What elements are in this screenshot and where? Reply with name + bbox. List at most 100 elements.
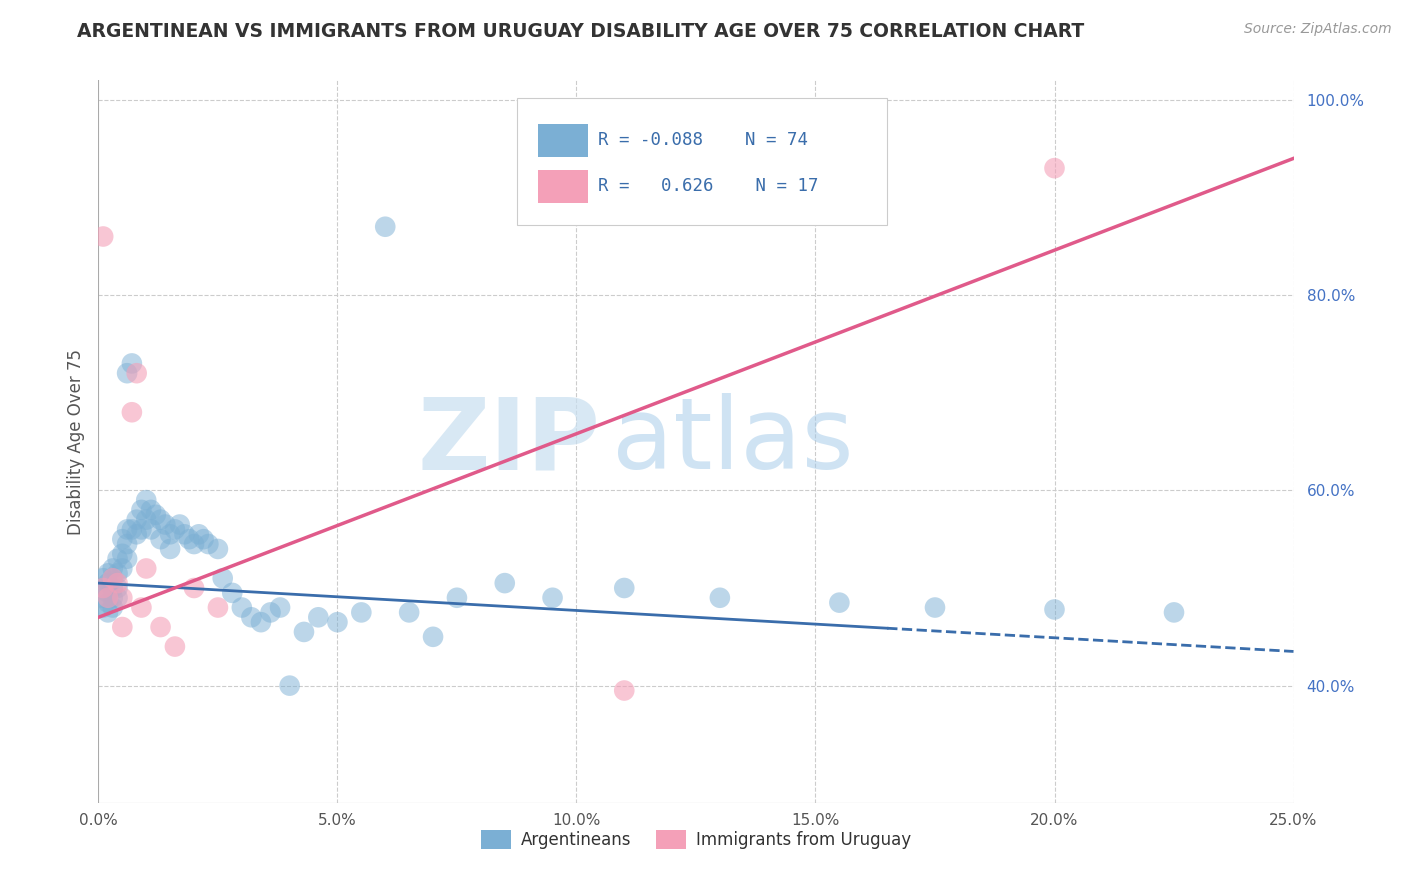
Point — [125, 366, 148, 380]
Point — [111, 547, 134, 561]
Point — [139, 503, 162, 517]
Point — [125, 527, 148, 541]
Point — [91, 581, 114, 595]
Text: atlas: atlas — [613, 393, 853, 490]
Point — [159, 527, 181, 541]
Point — [97, 566, 120, 581]
Point — [269, 600, 291, 615]
Point — [924, 600, 946, 615]
Point — [183, 537, 205, 551]
Point — [97, 591, 120, 605]
Point — [149, 620, 172, 634]
Point — [193, 532, 215, 546]
Point — [1043, 602, 1066, 616]
Point — [121, 523, 143, 537]
Point — [187, 527, 209, 541]
Point — [149, 532, 172, 546]
Point — [135, 513, 157, 527]
Point — [446, 591, 468, 605]
Point — [278, 679, 301, 693]
Point — [91, 581, 114, 595]
Point — [1163, 606, 1185, 620]
Point — [211, 571, 233, 585]
Point — [207, 600, 229, 615]
Point — [494, 576, 516, 591]
Point — [101, 591, 124, 605]
Point — [107, 576, 129, 591]
FancyBboxPatch shape — [538, 169, 589, 203]
Point — [125, 513, 148, 527]
Point — [97, 596, 120, 610]
Point — [259, 606, 281, 620]
Point — [207, 541, 229, 556]
Point — [91, 571, 114, 585]
Text: R =   0.626    N = 17: R = 0.626 N = 17 — [598, 178, 818, 195]
Point — [163, 523, 186, 537]
Point — [101, 600, 124, 615]
Point — [121, 405, 143, 419]
Point — [97, 606, 120, 620]
Point — [541, 591, 564, 605]
Point — [326, 615, 349, 630]
Point — [183, 581, 205, 595]
Point — [131, 523, 153, 537]
Point — [221, 586, 243, 600]
Point — [139, 523, 162, 537]
Point — [111, 591, 134, 605]
Point — [145, 508, 167, 522]
Point — [155, 517, 177, 532]
Point — [169, 517, 191, 532]
Point — [115, 366, 138, 380]
Point — [131, 503, 153, 517]
Text: R = -0.088    N = 74: R = -0.088 N = 74 — [598, 131, 808, 149]
Point — [91, 600, 114, 615]
Point — [179, 532, 201, 546]
Legend: Argentineans, Immigrants from Uruguay: Argentineans, Immigrants from Uruguay — [474, 823, 918, 856]
Point — [101, 561, 124, 575]
Point — [101, 571, 124, 585]
Point — [422, 630, 444, 644]
Point — [1043, 161, 1066, 176]
Point — [307, 610, 329, 624]
Point — [91, 229, 114, 244]
Point — [121, 356, 143, 370]
Point — [131, 600, 153, 615]
Point — [111, 532, 134, 546]
Point — [135, 493, 157, 508]
Point — [159, 541, 181, 556]
Point — [111, 561, 134, 575]
Point — [828, 596, 851, 610]
Point — [197, 537, 219, 551]
Point — [173, 527, 195, 541]
Text: ARGENTINEAN VS IMMIGRANTS FROM URUGUAY DISABILITY AGE OVER 75 CORRELATION CHART: ARGENTINEAN VS IMMIGRANTS FROM URUGUAY D… — [77, 22, 1084, 41]
Point — [231, 600, 253, 615]
Point — [613, 683, 636, 698]
FancyBboxPatch shape — [517, 98, 887, 225]
Point — [115, 551, 138, 566]
Point — [709, 591, 731, 605]
Point — [107, 566, 129, 581]
Point — [91, 591, 114, 605]
Point — [613, 581, 636, 595]
Point — [135, 561, 157, 575]
Point — [111, 620, 134, 634]
Point — [240, 610, 263, 624]
Point — [398, 606, 420, 620]
Point — [101, 581, 124, 595]
Point — [107, 581, 129, 595]
Point — [350, 606, 373, 620]
Point — [107, 591, 129, 605]
Text: ZIP: ZIP — [418, 393, 600, 490]
Point — [250, 615, 273, 630]
Point — [149, 513, 172, 527]
Point — [292, 624, 315, 639]
Point — [115, 537, 138, 551]
Point — [101, 571, 124, 585]
Point — [107, 551, 129, 566]
Text: Source: ZipAtlas.com: Source: ZipAtlas.com — [1244, 22, 1392, 37]
Point — [374, 219, 396, 234]
Point — [97, 586, 120, 600]
FancyBboxPatch shape — [538, 124, 589, 157]
Y-axis label: Disability Age Over 75: Disability Age Over 75 — [66, 349, 84, 534]
Point — [115, 523, 138, 537]
